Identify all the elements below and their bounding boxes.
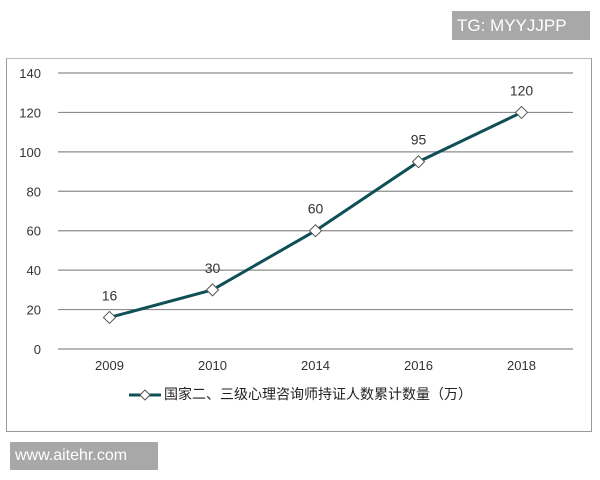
x-axis-ticks: 2009 2010 2014 2016 2018 (95, 358, 536, 373)
data-labels: 16 30 60 95 120 (102, 82, 534, 303)
y-tick-label: 60 (27, 224, 41, 239)
x-tick-label: 2016 (404, 358, 433, 373)
data-label: 16 (102, 287, 118, 303)
y-tick-label: 0 (34, 342, 41, 357)
watermark-top: TG: MYYJJPP (452, 11, 590, 40)
watermark-bottom: www.aitehr.com (10, 442, 158, 470)
x-tick-label: 2010 (198, 358, 227, 373)
y-tick-label: 140 (19, 66, 41, 81)
chart-frame (6, 58, 592, 432)
x-tick-label: 2014 (301, 358, 330, 373)
legend-label: 国家二、三级心理咨询师持证人数累计数量（万） (164, 387, 472, 403)
x-tick-label: 2018 (507, 358, 536, 373)
y-tick-label: 80 (27, 184, 41, 199)
diamond-marker-icon (411, 155, 426, 169)
data-label: 95 (411, 132, 427, 148)
diamond-marker-icon (102, 310, 117, 325)
diamond-marker-icon (308, 224, 323, 238)
y-tick-label: 100 (19, 145, 41, 160)
y-axis-ticks: 0 20 40 60 80 100 120 140 (19, 66, 41, 357)
diamond-marker-icon (205, 283, 220, 297)
x-tick-label: 2009 (95, 358, 124, 373)
y-tick-label: 20 (27, 303, 41, 318)
data-label: 30 (205, 260, 221, 276)
y-tick-label: 40 (27, 263, 41, 278)
diamond-marker-icon (514, 105, 529, 120)
legend-line-diamond-icon (129, 389, 161, 401)
data-label: 60 (308, 201, 324, 217)
y-tick-label: 120 (19, 105, 41, 120)
legend: 国家二、三级心理咨询师持证人数累计数量（万） (0, 384, 600, 404)
series-markers (102, 105, 529, 325)
data-label: 120 (510, 82, 534, 98)
